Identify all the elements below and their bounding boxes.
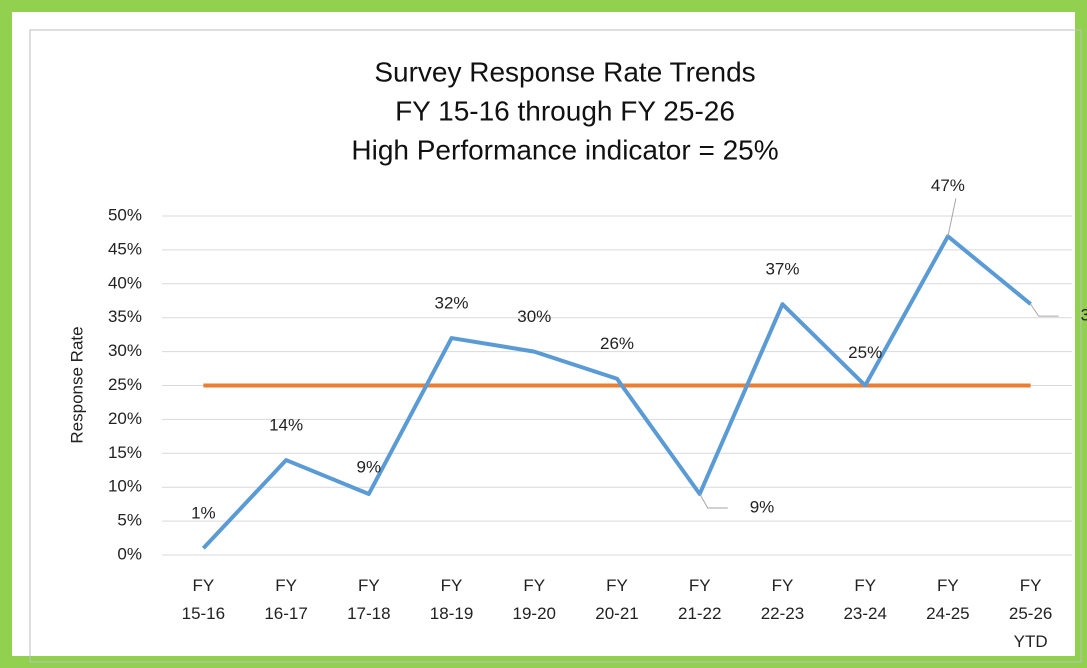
y-tick-label: 20% [108,409,142,428]
y-tick-label: 15% [108,443,142,462]
data-label: 9% [750,497,775,516]
y-tick-label: 30% [108,341,142,360]
y-tick-label: 0% [117,544,142,563]
data-label: 9% [357,457,382,476]
data-label: 14% [269,416,303,435]
chart-subtitle: FY 15-16 through FY 25-26 [395,95,735,126]
y-tick-label: 5% [117,511,142,530]
y-axis-label: Response Rate [67,326,86,443]
data-label: 25% [848,343,882,362]
chart: Survey Response Rate Trends FY 15-16 thr… [29,29,1087,663]
leader-line [1030,303,1059,317]
x-tick-label: FY 19-20 [513,576,556,623]
data-label: 47% [931,176,965,195]
data-label: 26% [600,334,634,353]
data-label: 37% [765,260,799,279]
data-label: 37% [1081,306,1087,325]
data-label: 30% [517,307,551,326]
y-tick-label: 50% [108,205,142,224]
leader-line [699,493,728,509]
x-tick-label: FY 23-24 [843,576,886,623]
x-tick-label: FY 25-26 YTD [1009,576,1052,651]
y-tick-label: 45% [108,239,142,258]
chart-title: Survey Response Rate Trends [374,56,755,87]
leader-line [947,198,957,237]
x-tick-label: FY 17-18 [347,576,390,623]
y-tick-label: 35% [108,307,142,326]
x-tick-label: FY 24-25 [926,576,969,623]
x-tick-label: FY 21-22 [678,576,721,623]
data-label: 1% [191,504,216,523]
x-tick-label: FY 20-21 [595,576,638,623]
plot-border [29,29,1082,663]
x-tick-label: FY 18-19 [430,576,473,623]
y-tick-label: 10% [108,477,142,496]
x-tick-label: FY 22-23 [761,576,804,623]
chart-annotation: High Performance indicator = 25% [351,134,778,165]
line-series [201,234,1032,550]
x-tick-label: FY 16-17 [264,576,307,623]
data-label: 32% [435,294,469,313]
x-tick-label: FY 15-16 [182,576,225,623]
y-tick-label: 40% [108,273,142,292]
y-tick-label: 25% [108,375,142,394]
